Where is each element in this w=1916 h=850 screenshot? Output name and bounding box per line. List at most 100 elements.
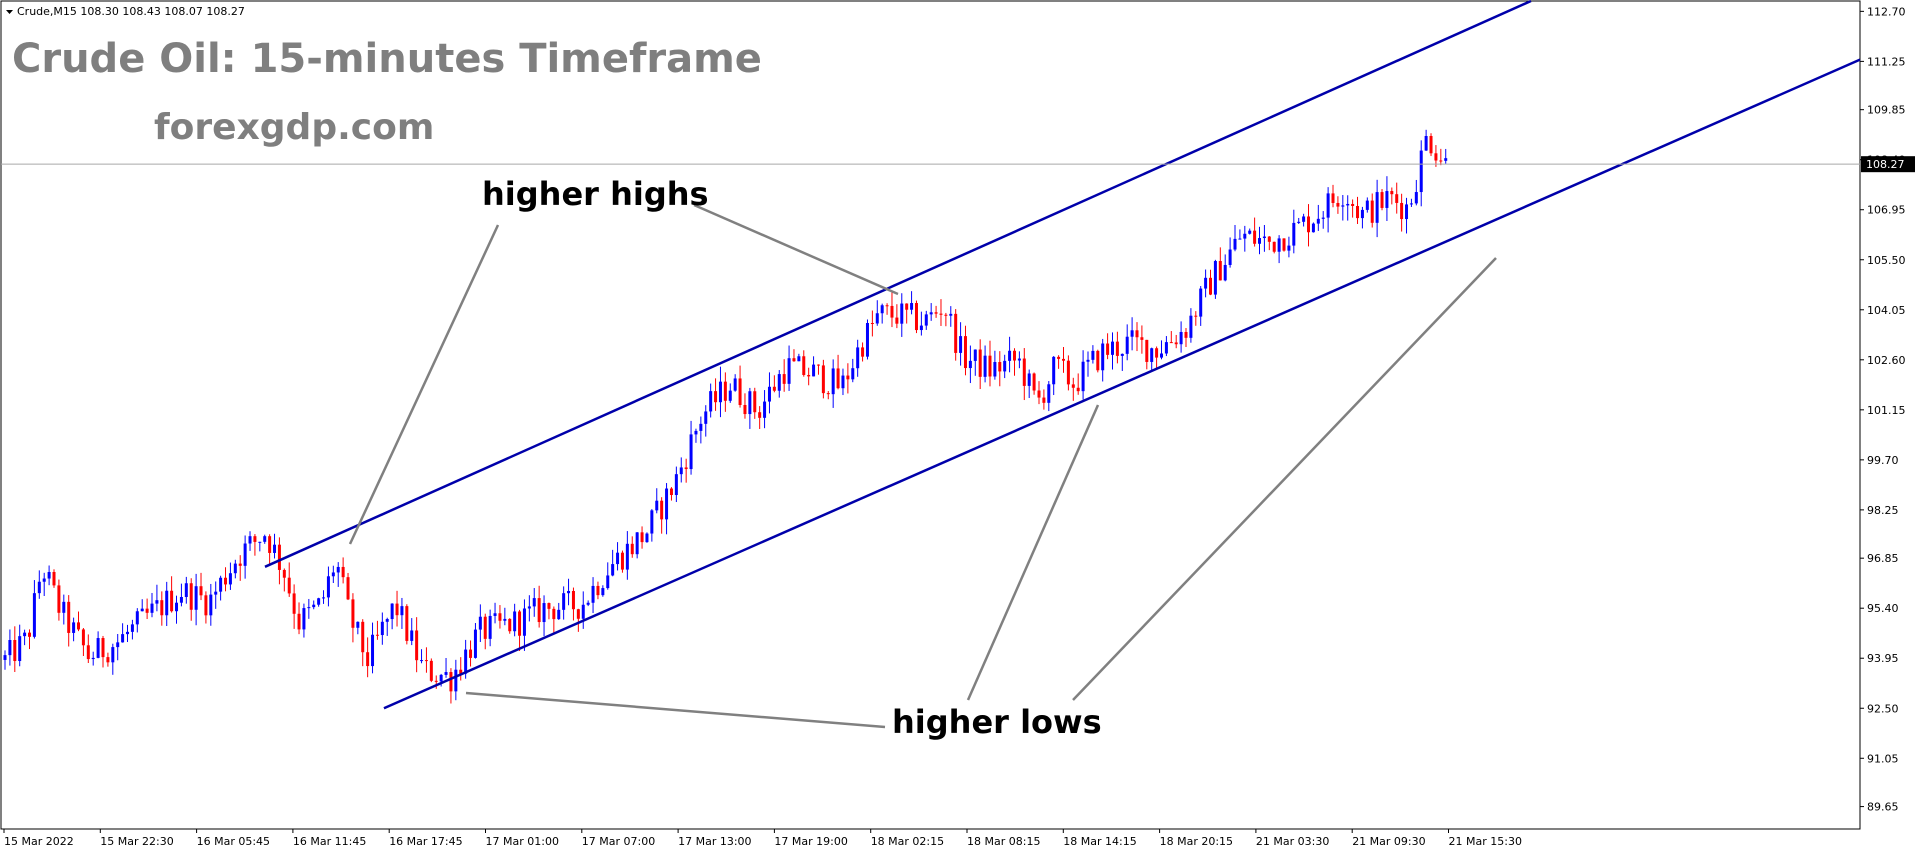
candle-body bbox=[1017, 358, 1021, 361]
x-tick-label: 18 Mar 08:15 bbox=[967, 835, 1040, 848]
y-tick-label: 92.50 bbox=[1867, 702, 1899, 715]
pointer-high-2 bbox=[693, 203, 899, 296]
candle-body bbox=[1174, 342, 1178, 345]
candle-body bbox=[86, 645, 90, 660]
y-tick-label: 98.25 bbox=[1867, 504, 1899, 517]
candle-body bbox=[1135, 330, 1139, 338]
candle-body bbox=[616, 552, 620, 565]
x-tick-label: 18 Mar 20:15 bbox=[1160, 835, 1233, 848]
candle-body bbox=[596, 585, 600, 596]
candle-body bbox=[1071, 384, 1075, 388]
candle-body bbox=[375, 634, 379, 636]
x-axis: 15 Mar 2022 15 Mar 22:30 16 Mar 05:45 16 Ma… bbox=[3, 829, 1522, 848]
candle-body bbox=[121, 634, 125, 643]
y-tick-label: 104.05 bbox=[1867, 304, 1906, 317]
candle-body bbox=[238, 563, 242, 566]
candle-body bbox=[1047, 384, 1051, 403]
candle-body bbox=[1316, 218, 1320, 224]
candle-body bbox=[532, 598, 536, 607]
candle-body bbox=[1115, 341, 1119, 356]
candle-body bbox=[23, 632, 27, 637]
candle-body bbox=[1101, 343, 1105, 371]
candle-body bbox=[552, 608, 556, 620]
candle-body bbox=[1169, 342, 1173, 344]
candle-body bbox=[165, 590, 169, 616]
candle-body bbox=[1145, 339, 1149, 362]
pointer-low-1 bbox=[465, 691, 886, 729]
annotation-higher-lows: higher lows bbox=[892, 703, 1102, 741]
x-tick-label: 15 Mar 22:30 bbox=[100, 835, 173, 848]
y-tick-label: 106.95 bbox=[1867, 204, 1906, 217]
dropdown-triangle-icon[interactable] bbox=[6, 10, 13, 14]
candle-body bbox=[900, 303, 904, 324]
candle-body bbox=[130, 624, 134, 632]
candle-body bbox=[1311, 223, 1315, 233]
candle-body bbox=[1209, 277, 1213, 295]
candle-body bbox=[772, 386, 776, 391]
candle-body bbox=[522, 608, 526, 636]
candle-body bbox=[1331, 193, 1335, 203]
candle-body bbox=[865, 323, 869, 357]
pointer-low-3 bbox=[1072, 257, 1497, 701]
candle-body bbox=[184, 583, 188, 597]
candle-body bbox=[1228, 249, 1232, 265]
candle-body bbox=[905, 303, 909, 310]
candle-body bbox=[351, 599, 355, 628]
candle-body bbox=[875, 313, 879, 324]
y-tick-label: 89.65 bbox=[1867, 801, 1899, 814]
x-tick-label: 15 Mar 2022 bbox=[4, 835, 74, 848]
candle-body bbox=[998, 362, 1002, 372]
candle-body bbox=[469, 649, 473, 658]
candle-body bbox=[880, 305, 884, 314]
candle-body bbox=[1258, 238, 1262, 244]
candle-body bbox=[322, 597, 326, 599]
candle-body bbox=[620, 552, 624, 570]
candle-body bbox=[973, 349, 977, 361]
y-tick-label: 95.40 bbox=[1867, 602, 1899, 615]
candle-body bbox=[787, 358, 791, 384]
candle-body bbox=[179, 596, 183, 603]
annotation-pointers bbox=[348, 203, 1497, 729]
candle-body bbox=[1081, 361, 1085, 392]
candle-body bbox=[155, 600, 159, 604]
candle-body bbox=[1375, 192, 1379, 223]
candle-body bbox=[415, 630, 419, 661]
candle-body bbox=[1390, 191, 1394, 195]
candle-body bbox=[885, 305, 889, 307]
candle-body bbox=[1042, 397, 1046, 403]
candle-body bbox=[723, 381, 727, 401]
candles-layer bbox=[3, 129, 1448, 704]
candle-body bbox=[694, 430, 698, 435]
candle-body bbox=[645, 533, 649, 543]
candle-body bbox=[77, 622, 81, 630]
y-tick-label: 102.60 bbox=[1867, 354, 1906, 367]
candle-body bbox=[1385, 191, 1389, 208]
candle-body bbox=[635, 532, 639, 555]
candle-body bbox=[336, 566, 340, 573]
candle-body bbox=[890, 305, 894, 318]
candle-body bbox=[1012, 350, 1016, 361]
candle-body bbox=[37, 581, 41, 594]
candle-body bbox=[228, 573, 232, 585]
candle-body bbox=[224, 577, 228, 585]
candle-body bbox=[919, 325, 923, 331]
candle-body bbox=[508, 618, 512, 632]
candle-body bbox=[483, 616, 487, 639]
candle-body bbox=[268, 536, 272, 553]
candle-body bbox=[1027, 373, 1031, 386]
candle-body bbox=[699, 423, 703, 431]
candle-body bbox=[665, 488, 669, 520]
candle-body bbox=[189, 583, 193, 610]
candle-body bbox=[1179, 331, 1183, 345]
candle-body bbox=[924, 314, 928, 326]
candle-body bbox=[488, 615, 492, 639]
candle-body bbox=[758, 412, 762, 418]
candle-body bbox=[939, 313, 943, 315]
candle-body bbox=[209, 594, 213, 616]
candle-body bbox=[513, 611, 517, 632]
candle-body bbox=[753, 391, 757, 413]
candle-body bbox=[126, 631, 130, 635]
candle-body bbox=[170, 590, 174, 612]
candle-body bbox=[704, 411, 708, 424]
